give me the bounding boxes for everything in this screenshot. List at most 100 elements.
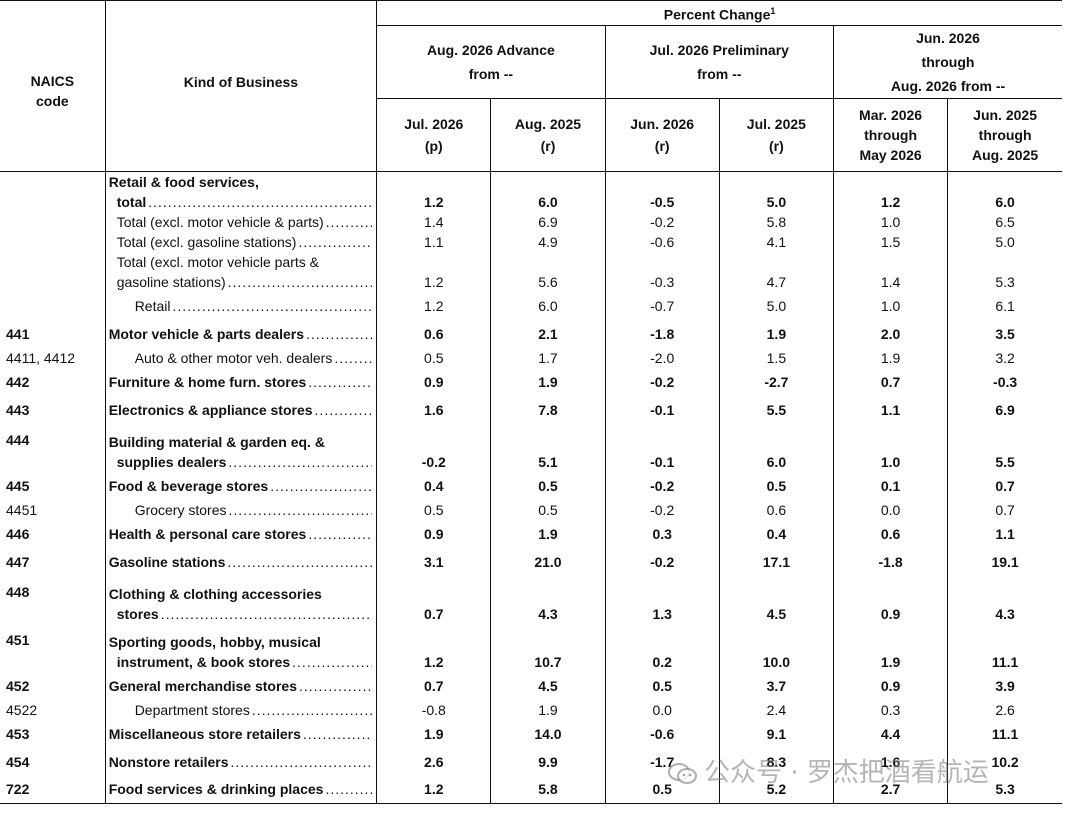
kind-of-business: Clothing & clothing accessories stores...… <box>104 575 377 624</box>
kind-label-line1: Total (excl. motor vehicle parts & <box>116 253 319 270</box>
kind-of-business: Retail..................................… <box>104 291 377 320</box>
leader-dots: ........................................… <box>299 677 373 694</box>
value-cell: 14.0 <box>490 719 606 748</box>
percent-change-header: Percent Change1 <box>376 0 1062 26</box>
value-cell: 10.7 <box>490 623 606 672</box>
value-cell: -0.1 <box>604 395 720 424</box>
leader-dots: ........................................… <box>334 349 372 366</box>
value-cell: 4.1 <box>718 231 834 252</box>
value-cell: -0.1 <box>604 423 720 472</box>
value-cell: 0.6 <box>376 319 491 348</box>
value-cell: 1.1 <box>832 395 948 424</box>
value-cell: -0.2 <box>604 367 720 396</box>
value-cell: 1.9 <box>718 319 834 348</box>
naics-code <box>0 252 105 292</box>
kind-of-business: Food services & drinking places.........… <box>104 775 377 805</box>
value-cell: -0.2 <box>604 499 720 520</box>
value-cell: 4.9 <box>490 231 606 252</box>
value-cell: 0.5 <box>604 775 720 805</box>
col2-header: Aug. 2025 (r) <box>490 98 606 172</box>
leader-dots: ........................................… <box>314 401 373 418</box>
value-cell: 2.6 <box>376 747 491 776</box>
kind-label: Retail <box>134 297 171 314</box>
leader-dots: ........................................… <box>325 781 372 798</box>
kind-label-line1: Sporting goods, hobby, musical <box>108 633 321 650</box>
kind-label: Miscellaneous store retailers <box>108 725 301 742</box>
table-row: 722 Food services & drinking places......… <box>0 775 1062 805</box>
kind-label: total <box>116 193 147 210</box>
value-cell: -0.2 <box>376 423 491 472</box>
kind-of-business: Grocery stores..........................… <box>104 499 377 520</box>
value-cell: -0.2 <box>604 471 720 500</box>
value-cell: 1.7 <box>490 347 606 368</box>
value-cell: 1.1 <box>947 519 1062 548</box>
table-row: 452 General merchandise stores...........… <box>0 671 1062 700</box>
kind-label: Furniture & home furn. stores <box>108 373 307 390</box>
value-cell: 6.9 <box>490 211 606 232</box>
value-cell: 4.3 <box>490 575 606 624</box>
kind-of-business: Auto & other motor veh. dealers.........… <box>104 347 377 368</box>
value-cell: 1.5 <box>832 231 948 252</box>
value-cell: 1.1 <box>376 231 491 252</box>
kind-label: Food & beverage stores <box>108 477 269 494</box>
kind-of-business: Building material & garden eq. & supplies… <box>104 423 377 472</box>
value-cell: 17.1 <box>718 547 834 576</box>
value-cell: 4.5 <box>718 575 834 624</box>
kind-label: instrument, & book stores <box>116 653 291 670</box>
value-cell: 1.0 <box>832 423 948 472</box>
value-cell: 1.3 <box>604 575 720 624</box>
naics-code: 448 <box>6 583 30 600</box>
value-cell: 1.9 <box>376 719 491 748</box>
value-cell: 1.9 <box>490 699 606 720</box>
value-cell: 1.4 <box>376 211 491 232</box>
value-cell: 1.2 <box>376 775 491 805</box>
value-cell: 6.0 <box>718 423 834 472</box>
naics-code: 445 <box>6 477 30 494</box>
kind-label: Nonstore retailers <box>108 753 229 770</box>
kind-of-business: Retail & food services, total............… <box>104 171 377 212</box>
value-cell: 4.4 <box>832 719 948 748</box>
leader-dots: ........................................… <box>228 453 373 470</box>
leader-dots: ........................................… <box>302 725 373 742</box>
value-cell: 3.2 <box>947 347 1062 368</box>
leader-dots: ........................................… <box>228 501 373 518</box>
value-cell: 0.0 <box>832 499 948 520</box>
table-row: 446 Health & personal care stores........… <box>0 519 1062 548</box>
value-cell: -1.8 <box>832 547 948 576</box>
naics-code: 443 <box>6 401 30 418</box>
value-cell: 0.4 <box>718 519 834 548</box>
value-cell: 0.6 <box>832 519 948 548</box>
leader-dots: ........................................… <box>227 273 373 290</box>
value-cell: 0.0 <box>604 699 720 720</box>
leader-dots: ........................................… <box>292 653 372 670</box>
kind-label-line1: Retail & food services, <box>108 173 259 190</box>
value-cell: -0.6 <box>604 719 720 748</box>
col4-header: Jul. 2025 (r) <box>718 98 834 172</box>
value-cell: 3.1 <box>376 547 491 576</box>
value-cell: 6.5 <box>947 211 1062 232</box>
value-cell: 0.9 <box>376 519 491 548</box>
kind-label: Food services & drinking places <box>108 781 324 798</box>
kind-label: supplies dealers <box>116 453 227 470</box>
kind-label: Auto & other motor veh. dealers <box>134 349 333 366</box>
value-cell: 5.3 <box>947 251 1062 292</box>
value-cell: 1.0 <box>832 211 948 232</box>
value-cell: 1.9 <box>832 623 948 672</box>
table-row: Total (excl. motor vehicle & parts).....… <box>0 211 1062 232</box>
value-cell: 1.0 <box>832 291 948 320</box>
value-cell: 4.7 <box>718 251 834 292</box>
value-cell: 2.4 <box>718 699 834 720</box>
value-cell: 1.2 <box>376 251 491 292</box>
value-cell: 21.0 <box>490 547 606 576</box>
leader-dots: ........................................… <box>308 373 372 390</box>
leader-dots: ........................................… <box>298 233 372 250</box>
kind-label: Electronics & appliance stores <box>108 401 313 418</box>
value-cell: 3.9 <box>947 671 1062 700</box>
value-cell: 5.0 <box>947 231 1062 252</box>
leader-dots: ........................................… <box>227 553 373 570</box>
naics-code: 4451 <box>6 501 38 518</box>
value-cell: 5.5 <box>947 423 1062 472</box>
naics-code <box>0 292 105 320</box>
value-cell: -2.0 <box>604 347 720 368</box>
table-row: Retail & food services, total............… <box>0 171 1062 212</box>
